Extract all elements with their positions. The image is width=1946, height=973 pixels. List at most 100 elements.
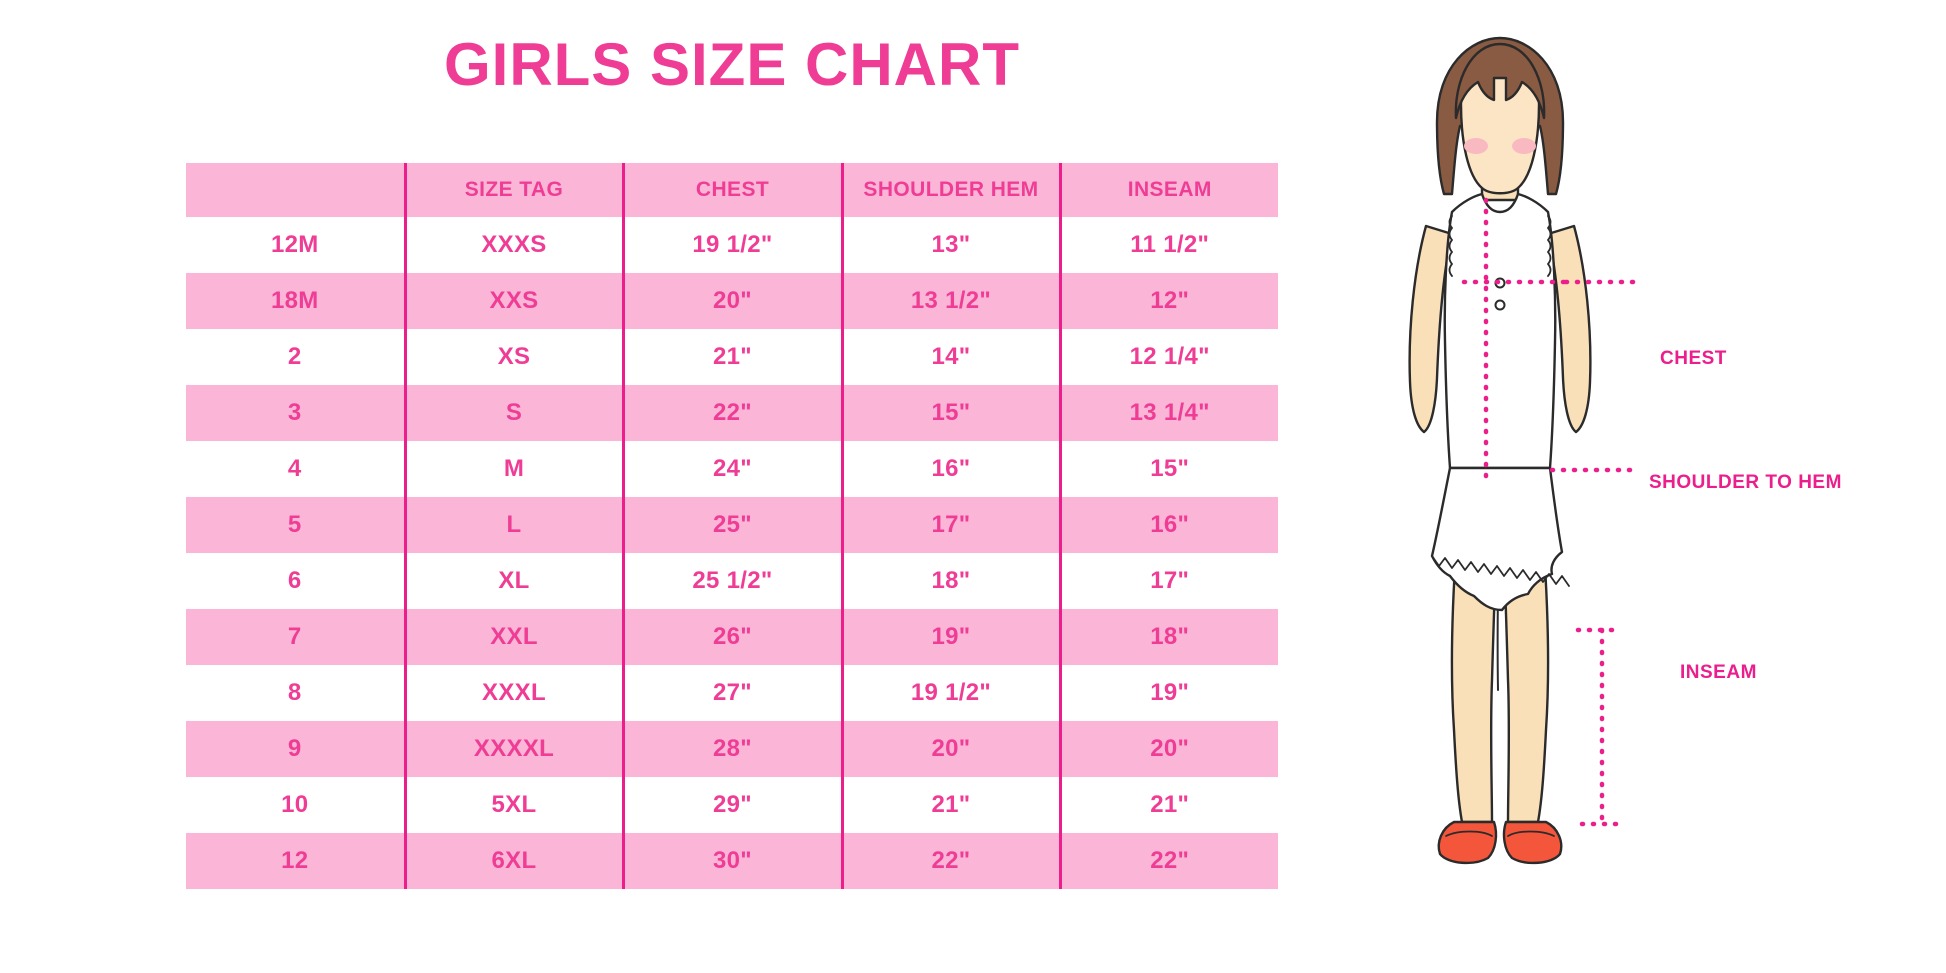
right-shoe [1502, 820, 1563, 865]
table-row: 12M XXXS 19 1/2" 13" 11 1/2" [186, 217, 1278, 273]
column-header-chest: CHEST [621, 163, 842, 217]
button-bottom [1494, 299, 1506, 311]
cell-inseam: 19" [1058, 665, 1278, 721]
cell-shoulder-hem: 18" [840, 553, 1060, 609]
page-title: GIRLS SIZE CHART [443, 31, 1020, 98]
cell-size: 7 [186, 609, 405, 665]
cell-shoulder-hem: 13" [840, 217, 1060, 273]
right-shoe-strap [1507, 830, 1555, 837]
cell-size-tag: L [403, 497, 623, 553]
column-header-inseam: INSEAM [1058, 163, 1278, 217]
cell-size: 9 [186, 721, 405, 777]
cell-chest: 25 1/2" [621, 553, 842, 609]
left-strap-ruffle [1448, 215, 1453, 277]
cell-shoulder-hem: 15" [840, 385, 1060, 441]
shoulder-to-hem-label: SHOULDER TO HEM [1649, 472, 1842, 493]
cell-size: 10 [186, 777, 405, 833]
cell-size: 12M [186, 217, 405, 273]
hair-fringe [1454, 42, 1546, 120]
left-cheek [1464, 138, 1488, 154]
cell-size-tag: XS [403, 329, 623, 385]
table-row: 10 5XL 29" 21" 21" [186, 777, 1278, 833]
cell-shoulder-hem: 20" [840, 721, 1060, 777]
cell-chest: 29" [621, 777, 842, 833]
cell-size-tag: XXXL [403, 665, 623, 721]
column-header-size-tag: SIZE TAG [403, 163, 623, 217]
right-cheek [1512, 138, 1536, 154]
size-chart-table: SIZE TAG CHEST SHOULDER HEM INSEAM 12M XX… [186, 163, 1278, 889]
cell-size-tag: XXL [403, 609, 623, 665]
cell-shoulder-hem: 13 1/2" [840, 273, 1060, 329]
cell-size: 18M [186, 273, 405, 329]
cell-size-tag: S [403, 385, 623, 441]
cell-size: 6 [186, 553, 405, 609]
right-strap-ruffle [1547, 215, 1552, 277]
table-header-row: SIZE TAG CHEST SHOULDER HEM INSEAM [186, 163, 1278, 217]
cell-inseam: 17" [1058, 553, 1278, 609]
table-header: SIZE TAG CHEST SHOULDER HEM INSEAM [186, 163, 1278, 217]
cell-chest: 21" [621, 329, 842, 385]
cell-shoulder-hem: 22" [840, 833, 1060, 889]
cell-shoulder-hem: 17" [840, 497, 1060, 553]
cell-size-tag: 6XL [403, 833, 623, 889]
cell-shoulder-hem: 14" [840, 329, 1060, 385]
column-header-shoulder-hem: SHOULDER HEM [840, 163, 1060, 217]
cell-inseam: 12" [1058, 273, 1278, 329]
cell-shoulder-hem: 21" [840, 777, 1060, 833]
cell-inseam: 22" [1058, 833, 1278, 889]
cell-size: 5 [186, 497, 405, 553]
cell-shoulder-hem: 19 1/2" [840, 665, 1060, 721]
chest-label: CHEST [1660, 348, 1727, 369]
left-shoe-strap [1445, 830, 1493, 837]
cell-size-tag: XXXS [403, 217, 623, 273]
cell-size: 8 [186, 665, 405, 721]
cell-size-tag: XL [403, 553, 623, 609]
table-row: 2 XS 21" 14" 12 1/4" [186, 329, 1278, 385]
column-header-blank [186, 163, 405, 217]
cell-size: 12 [186, 833, 405, 889]
girl-figure-illustration [1340, 30, 1660, 910]
skirt-hem-ruffle [1431, 555, 1570, 587]
cell-chest: 22" [621, 385, 842, 441]
cell-inseam: 16" [1058, 497, 1278, 553]
cell-size-tag: M [403, 441, 623, 497]
table-row: 4 M 24" 16" 15" [186, 441, 1278, 497]
cell-inseam: 21" [1058, 777, 1278, 833]
cell-size-tag: XXXXL [403, 721, 623, 777]
top-garment [1443, 192, 1557, 470]
table-row: 9 XXXXL 28" 20" 20" [186, 721, 1278, 777]
left-shoe [1437, 820, 1498, 865]
cell-inseam: 20" [1058, 721, 1278, 777]
cell-size: 3 [186, 385, 405, 441]
cell-chest: 30" [621, 833, 842, 889]
right-arm [1546, 224, 1592, 434]
table-row: 6 XL 25 1/2" 18" 17" [186, 553, 1278, 609]
cell-chest: 20" [621, 273, 842, 329]
table-row: 8 XXXL 27" 19 1/2" 19" [186, 665, 1278, 721]
cell-chest: 28" [621, 721, 842, 777]
left-arm [1408, 224, 1454, 434]
cell-chest: 25" [621, 497, 842, 553]
table-row: 7 XXL 26" 19" 18" [186, 609, 1278, 665]
cell-chest: 24" [621, 441, 842, 497]
cell-chest: 27" [621, 665, 842, 721]
table-row: 5 L 25" 17" 16" [186, 497, 1278, 553]
cell-inseam: 11 1/2" [1058, 217, 1278, 273]
cell-inseam: 15" [1058, 441, 1278, 497]
measurement-labels-group: CHEST SHOULDER TO HEM INSEAM [1640, 0, 1946, 973]
table-row: 18M XXS 20" 13 1/2" 12" [186, 273, 1278, 329]
cell-size-tag: 5XL [403, 777, 623, 833]
cell-size-tag: XXS [403, 273, 623, 329]
cell-size: 4 [186, 441, 405, 497]
cell-inseam: 13 1/4" [1058, 385, 1278, 441]
cell-inseam: 12 1/4" [1058, 329, 1278, 385]
cell-chest: 19 1/2" [621, 217, 842, 273]
cell-chest: 26" [621, 609, 842, 665]
cell-shoulder-hem: 19" [840, 609, 1060, 665]
cell-size: 2 [186, 329, 405, 385]
inseam-label: INSEAM [1680, 662, 1757, 683]
cell-inseam: 18" [1058, 609, 1278, 665]
table-body: 12M XXXS 19 1/2" 13" 11 1/2" 18M XXS 20" 13 1/2"… [186, 217, 1278, 889]
table-row: 12 6XL 30" 22" 22" [186, 833, 1278, 889]
